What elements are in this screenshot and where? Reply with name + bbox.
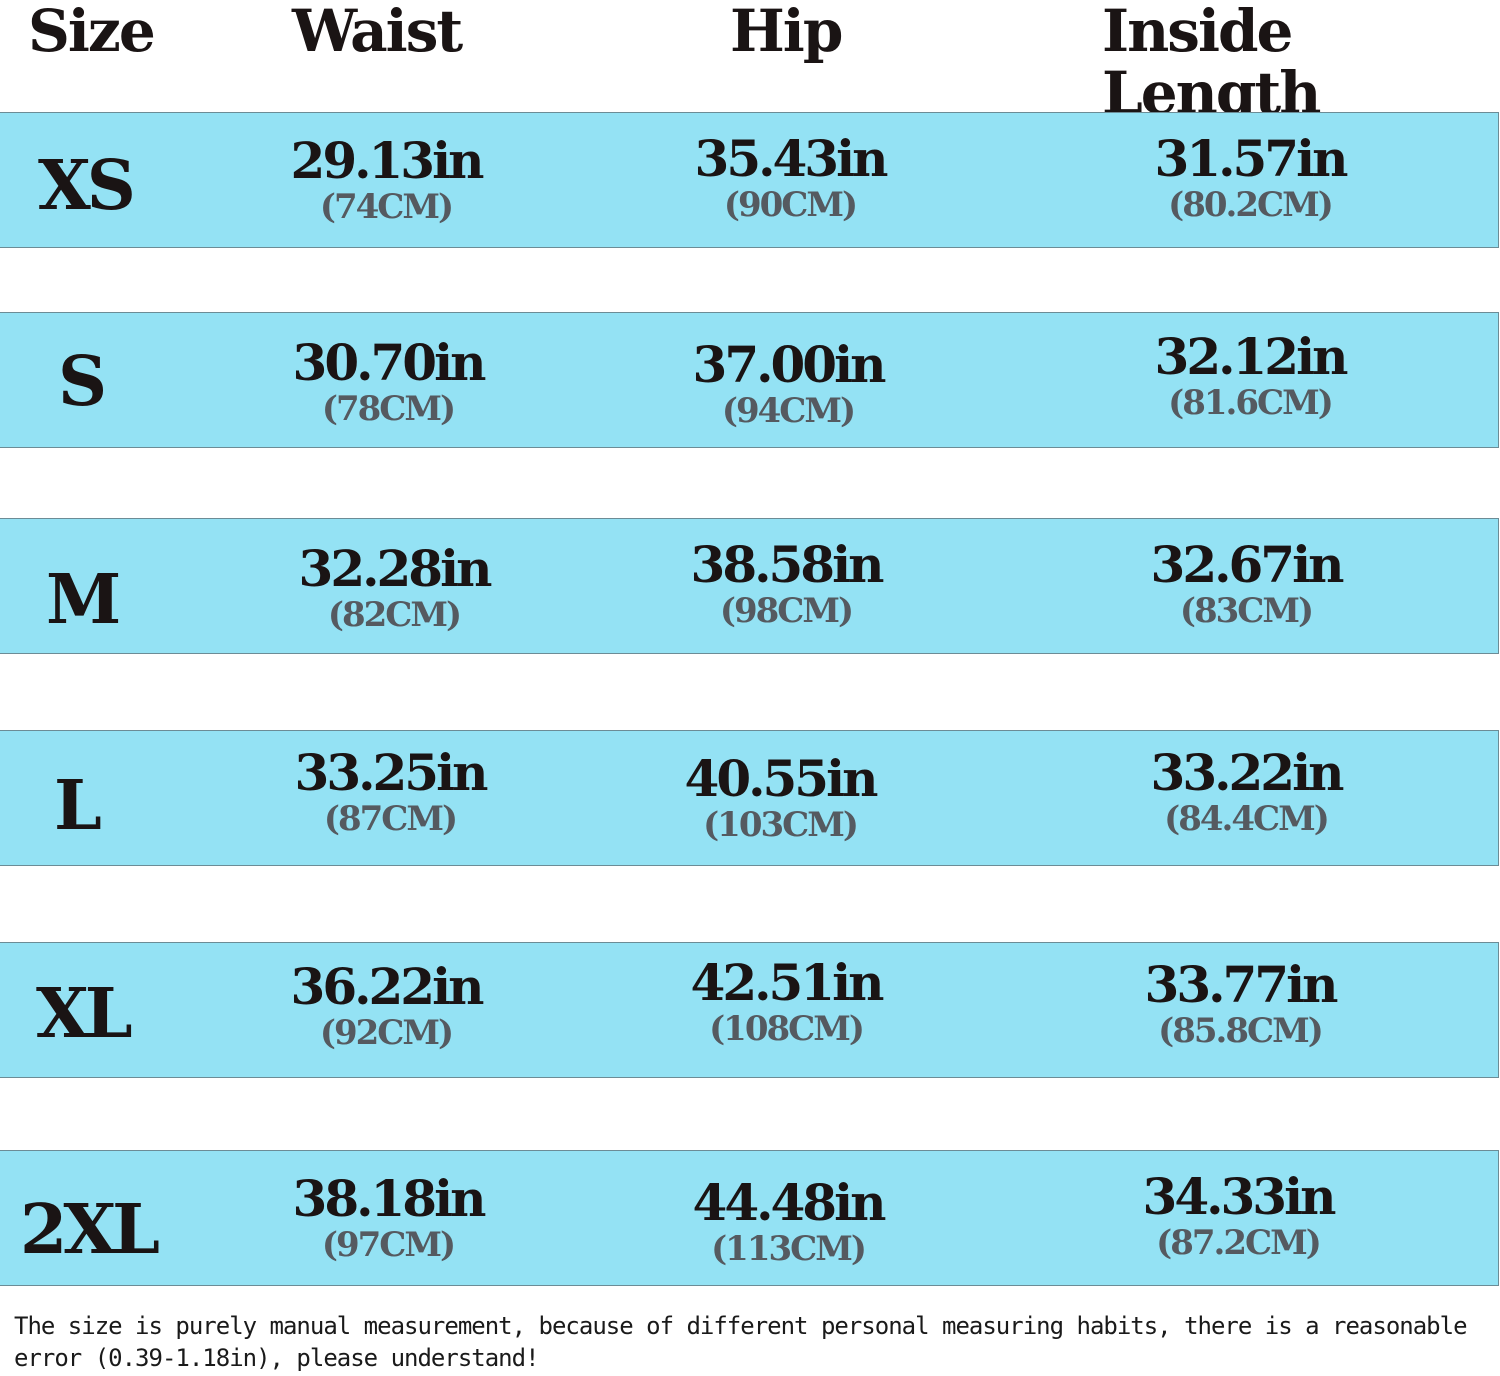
length-cm: (87.2CM) (1156, 1223, 1322, 1263)
hip-cell: 35.43in (90CM) (630, 129, 950, 226)
hip-in: 35.43in (694, 129, 889, 188)
size-label: L (54, 766, 102, 846)
hip-cell: 44.48in (113CM) (628, 1173, 948, 1270)
length-cm: (81.6CM) (1168, 383, 1334, 423)
table-row: L 33.25in (87CM) 40.55in (103CM) 33.22in (8… (0, 730, 1499, 866)
hip-cell: 37.00in (94CM) (628, 335, 948, 432)
waist-cm: (74CM) (319, 187, 454, 227)
hip-in: 37.00in (692, 335, 887, 394)
table-row: XL 36.22in (92CM) 42.51in (108CM) 33.77in(… (0, 942, 1499, 1078)
length-cell: 33.77in (85.8CM) (1080, 955, 1400, 1052)
size-label: XL (36, 974, 133, 1054)
length-in: 32.67in (1150, 535, 1345, 594)
hip-cm: (113CM) (711, 1229, 867, 1269)
length-in: 33.77in (1144, 955, 1339, 1014)
hip-in: 42.51in (690, 953, 885, 1012)
waist-in: 33.25in (294, 743, 489, 802)
waist-cell: 38.18in (97CM) (228, 1169, 548, 1266)
hip-cell: 40.55in (103CM) (620, 749, 940, 846)
size-label: XS (38, 146, 136, 226)
waist-cm: (97CM) (321, 1225, 456, 1265)
length-cell: 32.67in (83CM) (1086, 535, 1406, 632)
table-row: XS 29.13in (74CM) 35.43in (90CM) 31.57in (8… (0, 112, 1499, 248)
waist-cm: (78CM) (321, 389, 456, 429)
waist-cell: 29.13in (74CM) (226, 131, 546, 228)
size-label: 2XL (20, 1190, 160, 1270)
waist-cell: 32.28in (82CM) (234, 539, 554, 636)
waist-cell: 36.22in (92CM) (226, 957, 546, 1054)
waist-cell: 33.25in (87CM) (230, 743, 550, 840)
hip-cm: (94CM) (721, 391, 856, 431)
waist-cm: (92CM) (319, 1013, 454, 1053)
table-row: M 32.28in (82CM) 38.58in (98CM) 32.67in (83… (0, 518, 1499, 654)
hip-cm: (90CM) (723, 185, 858, 225)
length-cm: (83CM) (1179, 591, 1314, 631)
hip-cm: (103CM) (703, 805, 859, 845)
length-cm: (85.8CM) (1158, 1011, 1324, 1051)
waist-header: Waist (292, 0, 463, 65)
length-cell: 32.12in (81.6CM) (1090, 327, 1410, 424)
waist-cm: (82CM) (327, 595, 462, 635)
waist-in: 38.18in (292, 1169, 487, 1228)
table-row: 2XL 38.18in (97CM) 44.48in (113CM) 34.33in… (0, 1150, 1499, 1286)
hip-cm: (108CM) (709, 1009, 865, 1049)
length-cell: 34.33in (87.2CM) (1078, 1167, 1398, 1264)
size-label: M (46, 560, 121, 640)
size-label: S (58, 342, 107, 422)
waist-cm: (87CM) (323, 799, 458, 839)
length-cm: (84.4CM) (1164, 799, 1330, 839)
size-header: Size (28, 0, 156, 65)
hip-cell: 38.58in (98CM) (626, 535, 946, 632)
table-row: S 30.70in (78CM) 37.00in (94CM) 32.12in (81… (0, 312, 1499, 448)
length-in: 31.57in (1154, 129, 1349, 188)
waist-in: 32.28in (298, 539, 493, 598)
length-in: 33.22in (1150, 743, 1345, 802)
hip-cm: (98CM) (719, 591, 854, 631)
measurement-note: The size is purely manual measurement, b… (14, 1312, 1468, 1372)
hip-in: 40.55in (684, 749, 879, 808)
length-cell: 33.22in (84.4CM) (1086, 743, 1406, 840)
waist-cell: 30.70in (78CM) (228, 333, 548, 430)
hip-in: 44.48in (692, 1173, 887, 1232)
hip-header: Hip (730, 0, 843, 65)
inside-length-header: Inside Length (1102, 0, 1321, 127)
waist-in: 29.13in (290, 131, 485, 190)
length-in: 34.33in (1142, 1167, 1337, 1226)
length-in: 32.12in (1154, 327, 1349, 386)
length-cm: (80.2CM) (1168, 185, 1334, 225)
length-cell: 31.57in (80.2CM) (1090, 129, 1410, 226)
waist-in: 36.22in (290, 957, 485, 1016)
waist-in: 30.70in (292, 333, 487, 392)
hip-cell: 42.51in (108CM) (626, 953, 946, 1050)
hip-in: 38.58in (690, 535, 885, 594)
